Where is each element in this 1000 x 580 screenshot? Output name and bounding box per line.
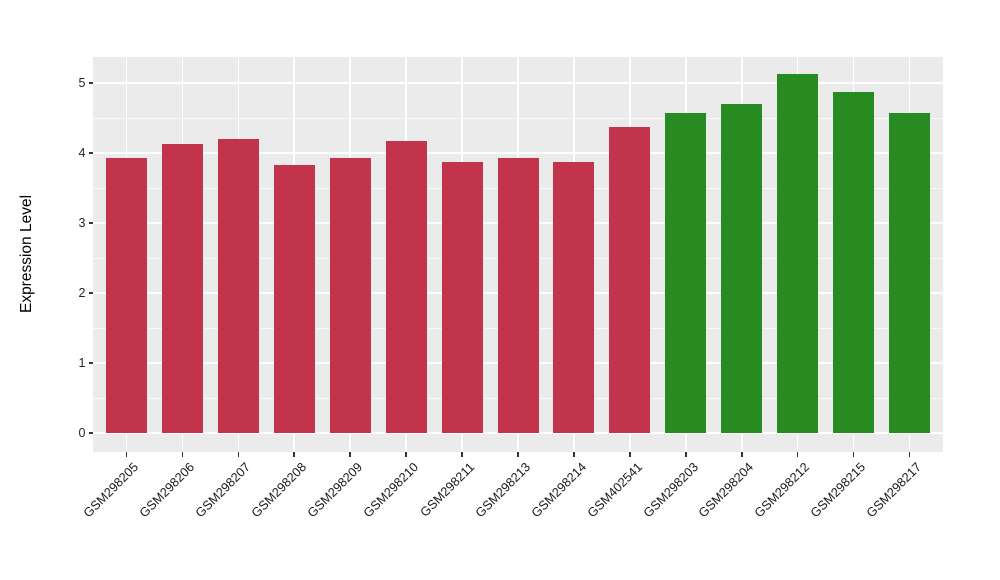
x-tick-mark-GSM298208 — [293, 452, 296, 457]
x-tick-mark-GSM298207 — [237, 452, 240, 457]
x-tick-label-GSM298203: GSM298203 — [640, 460, 701, 521]
y-tick-label-5: 5 — [78, 76, 86, 91]
bar-GSM298213 — [497, 157, 539, 434]
x-tick-label-GSM298211: GSM298211 — [417, 460, 477, 520]
x-tick-label-GSM298204: GSM298204 — [696, 460, 757, 521]
bar-GSM298210 — [385, 141, 427, 434]
plot-panel — [93, 57, 943, 452]
y-axis-title: Expression Level — [18, 194, 35, 314]
x-tick-mark-GSM298211 — [461, 452, 463, 457]
x-tick-mark-GSM298203 — [684, 452, 687, 457]
bar-GSM298208 — [273, 164, 315, 434]
x-tick-label-GSM298214: GSM298214 — [528, 460, 589, 521]
x-tick-mark-GSM298214 — [573, 452, 575, 457]
bar-GSM298209 — [329, 157, 371, 434]
x-tick-label-GSM298217: GSM298217 — [864, 460, 925, 521]
x-tick-mark-GSM298209 — [349, 452, 352, 457]
x-tick-label-GSM298210: GSM298210 — [360, 460, 422, 521]
y-tick-label-4: 4 — [78, 146, 86, 161]
x-tick-mark-GSM298215 — [852, 452, 855, 457]
bar-GSM402541 — [609, 127, 651, 434]
x-tick-mark-GSM298204 — [740, 452, 743, 457]
x-tick-mark-GSM298217 — [908, 452, 911, 457]
y-tick-label-0: 0 — [78, 426, 86, 441]
x-tick-label-GSM298213: GSM298213 — [472, 460, 533, 521]
y-tick-mark-4 — [88, 152, 93, 155]
bar-GSM298205 — [106, 157, 148, 434]
y-tick-mark-3 — [88, 222, 93, 225]
y-tick-mark-2 — [88, 292, 93, 295]
bar-GSM298214 — [553, 161, 595, 434]
x-tick-mark-GSM298205 — [125, 452, 128, 457]
x-tick-label-GSM298206: GSM298206 — [137, 460, 198, 521]
y-tick-mark-5 — [88, 82, 93, 85]
x-tick-label-GSM298207: GSM298207 — [193, 460, 254, 521]
x-tick-label-GSM298209: GSM298209 — [304, 460, 366, 521]
x-tick-label-GSM298212: GSM298212 — [752, 460, 813, 521]
x-tick-label-GSM298205: GSM298205 — [81, 460, 142, 521]
bar-GSM298203 — [665, 112, 707, 434]
bar-GSM298206 — [161, 143, 203, 434]
x-tick-mark-GSM298212 — [796, 452, 799, 457]
bar-GSM298207 — [217, 138, 259, 434]
bar-GSM298217 — [888, 112, 930, 434]
x-tick-label-GSM298208: GSM298208 — [248, 460, 310, 521]
bar-GSM298211 — [441, 161, 483, 434]
y-tick-mark-1 — [88, 362, 93, 365]
x-tick-mark-GSM298213 — [517, 452, 519, 457]
y-tick-mark-0 — [88, 432, 93, 435]
x-tick-label-GSM402541: GSM402541 — [584, 460, 645, 521]
bar-GSM298204 — [721, 103, 763, 434]
x-tick-mark-GSM402541 — [628, 452, 631, 457]
x-tick-mark-GSM298210 — [405, 452, 407, 457]
y-tick-label-1: 1 — [78, 356, 86, 371]
y-tick-label-2: 2 — [78, 286, 86, 301]
x-tick-mark-GSM298206 — [181, 452, 184, 457]
bar-GSM298215 — [833, 92, 875, 434]
bar-GSM298212 — [777, 74, 819, 434]
x-tick-label-GSM298215: GSM298215 — [808, 460, 869, 521]
y-tick-label-3: 3 — [78, 216, 86, 231]
